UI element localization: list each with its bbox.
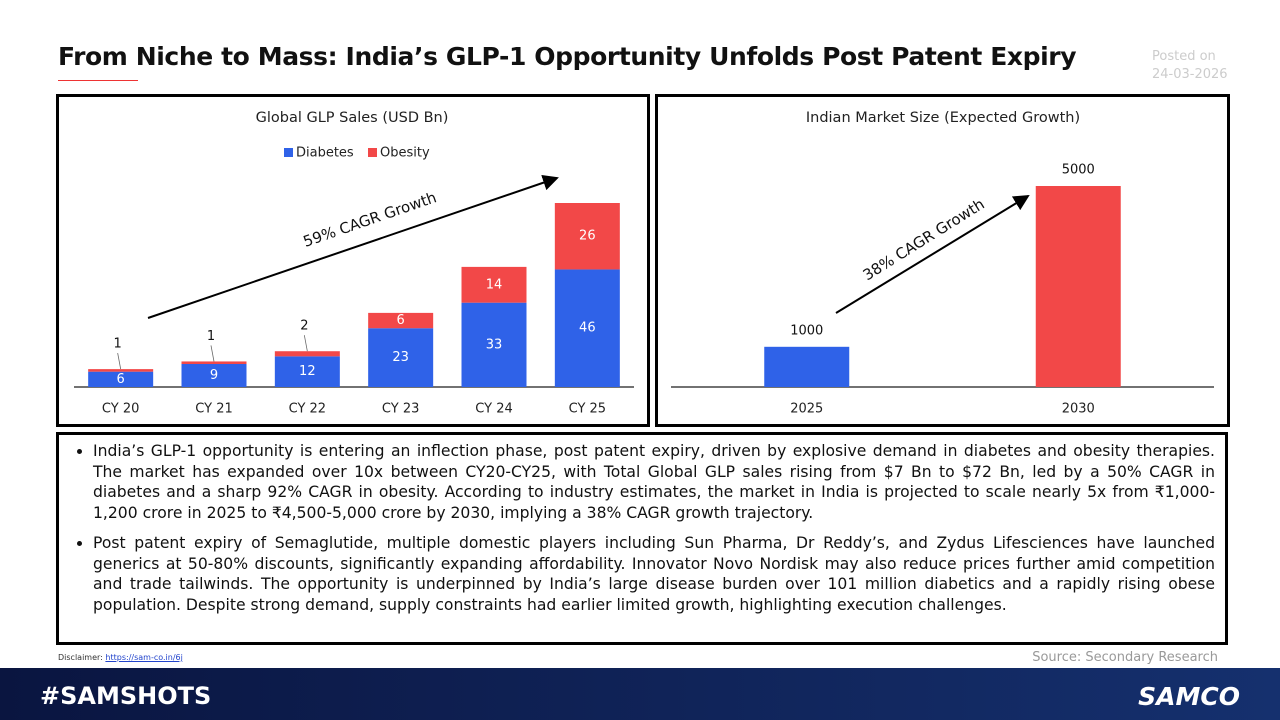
x-tick-label: CY 22 bbox=[289, 402, 326, 417]
x-tick-label: CY 24 bbox=[475, 402, 512, 417]
x-tick-label: 2025 bbox=[790, 402, 823, 417]
chart-frame bbox=[657, 96, 1229, 426]
bar-segment bbox=[275, 351, 340, 356]
source-note: Source: Secondary Research bbox=[1032, 650, 1218, 665]
data-label: 9 bbox=[210, 368, 218, 383]
disclaimer: Disclaimer: https://sam-co.in/6j bbox=[58, 653, 183, 662]
bullet-list: India’s GLP-1 opportunity is entering an… bbox=[59, 435, 1225, 615]
x-tick-label: CY 20 bbox=[102, 402, 139, 417]
data-label: 2 bbox=[300, 319, 308, 334]
data-label: 1000 bbox=[790, 323, 823, 338]
leader-line bbox=[304, 335, 307, 351]
x-tick-label: CY 21 bbox=[195, 402, 232, 417]
trend-arrow bbox=[836, 196, 1028, 313]
footer-bar: #SAMSHOTS SAMCO bbox=[0, 668, 1280, 720]
x-tick-label: 2030 bbox=[1062, 402, 1095, 417]
bullet: Post patent expiry of Semaglutide, multi… bbox=[93, 533, 1215, 615]
leader-line bbox=[211, 345, 214, 361]
bar bbox=[764, 347, 849, 387]
data-label: 12 bbox=[299, 364, 316, 379]
data-label: 14 bbox=[486, 277, 503, 292]
annotation: 38% CAGR Growth bbox=[860, 195, 988, 284]
chart-title: Global GLP Sales (USD Bn) bbox=[256, 110, 449, 126]
chart-title: Indian Market Size (Expected Growth) bbox=[806, 110, 1080, 126]
bar-segment bbox=[182, 361, 247, 364]
data-label: 6 bbox=[117, 372, 125, 387]
charts: Global GLP Sales (USD Bn) CY 20 CY 21 CY 22… bbox=[0, 0, 1280, 430]
legend-label: Obesity bbox=[380, 146, 430, 161]
data-label: 23 bbox=[392, 350, 409, 365]
data-label: 6 bbox=[397, 313, 405, 328]
data-label: 1 bbox=[114, 337, 122, 352]
brand-logo: SAMCO bbox=[1138, 682, 1240, 711]
text-box: India’s GLP-1 opportunity is entering an… bbox=[56, 432, 1228, 645]
bullet: India’s GLP-1 opportunity is entering an… bbox=[93, 441, 1215, 523]
legend-label: Diabetes bbox=[296, 146, 354, 161]
bar-segment bbox=[88, 369, 153, 372]
leader-line bbox=[118, 353, 121, 369]
hashtag: #SAMSHOTS bbox=[40, 682, 211, 710]
data-label: 46 bbox=[579, 321, 596, 336]
disclaimer-link[interactable]: https://sam-co.in/6j bbox=[105, 653, 182, 662]
x-tick-label: CY 25 bbox=[569, 402, 606, 417]
data-label: 26 bbox=[579, 229, 596, 244]
data-label: 5000 bbox=[1062, 163, 1095, 178]
bar bbox=[1036, 186, 1121, 387]
data-label: 1 bbox=[207, 329, 215, 344]
legend-swatch bbox=[284, 148, 293, 157]
data-label: 33 bbox=[486, 337, 503, 352]
x-tick-label: CY 23 bbox=[382, 402, 419, 417]
legend-swatch bbox=[368, 148, 377, 157]
disclaimer-label: Disclaimer: bbox=[58, 653, 103, 662]
